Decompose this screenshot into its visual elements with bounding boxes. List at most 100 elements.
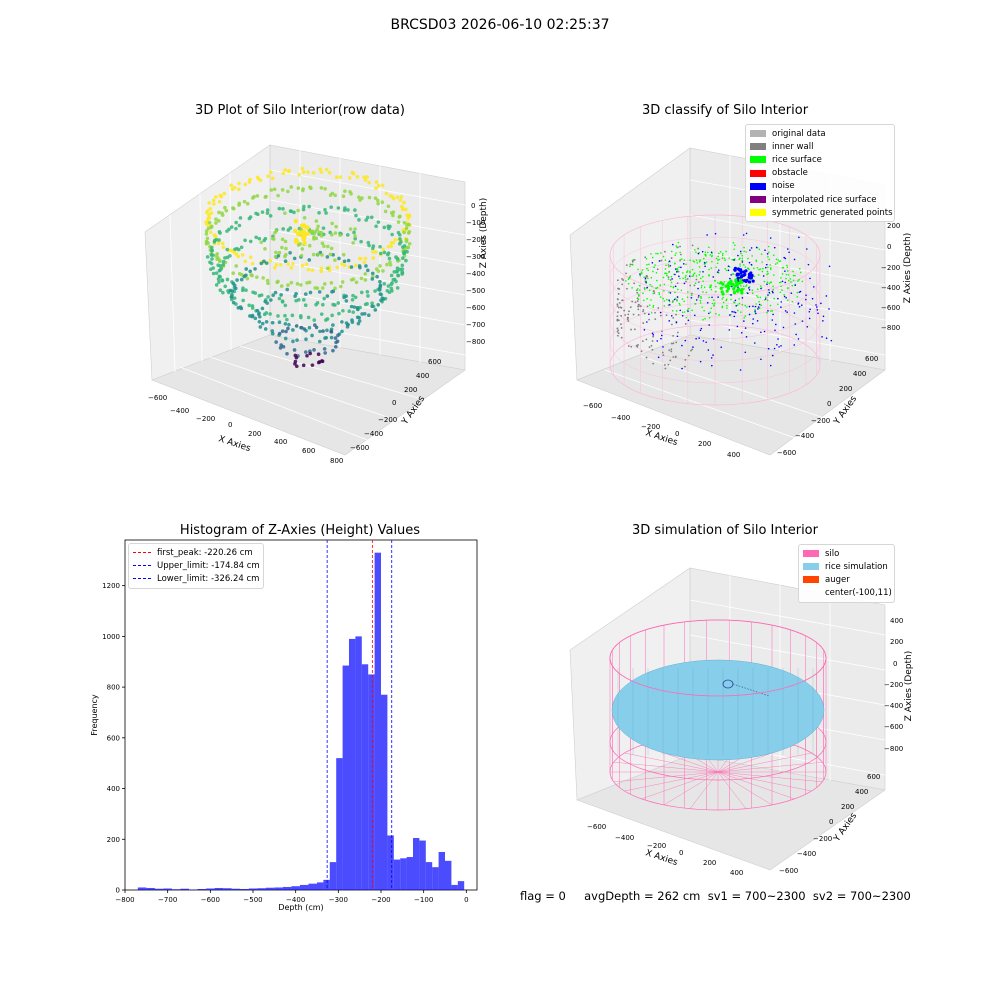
point [767, 347, 770, 350]
point [770, 267, 772, 269]
point [324, 167, 329, 172]
legend-swatch [750, 196, 766, 204]
point [351, 310, 356, 314]
point [623, 309, 626, 312]
point [808, 310, 811, 313]
point [334, 175, 339, 180]
plot1-ytick: −200 [378, 416, 397, 424]
point [731, 258, 734, 261]
point [703, 261, 706, 264]
point [692, 260, 695, 262]
point [746, 306, 748, 308]
point [663, 290, 665, 292]
point [648, 289, 651, 292]
point [670, 250, 673, 253]
histogram-bar [432, 867, 439, 890]
point [709, 285, 711, 287]
point [665, 314, 668, 317]
point [801, 280, 804, 283]
point [231, 281, 236, 286]
point [277, 250, 282, 255]
point [674, 254, 677, 256]
point [402, 244, 407, 248]
plot4-xtick: −400 [615, 834, 634, 842]
point [675, 341, 678, 344]
point [796, 296, 799, 298]
point [787, 248, 789, 250]
point [255, 275, 259, 279]
point [652, 304, 655, 307]
point [627, 282, 630, 285]
point [283, 239, 288, 244]
point [622, 279, 625, 281]
histogram-bar [393, 859, 401, 890]
point [299, 283, 303, 287]
point [678, 266, 680, 269]
plot2-ztick: −800 [881, 324, 900, 332]
point [224, 208, 229, 213]
point [782, 326, 785, 329]
point [304, 337, 308, 342]
point [302, 204, 306, 209]
plot2-ztick: −600 [881, 304, 900, 312]
point [311, 171, 316, 175]
point [669, 279, 672, 281]
point [769, 304, 772, 307]
point [289, 209, 293, 214]
point [330, 232, 334, 237]
point [794, 284, 796, 286]
point [310, 229, 315, 234]
point [638, 289, 641, 291]
point [701, 250, 704, 253]
point [825, 295, 828, 297]
point [283, 313, 287, 318]
plot1-xtick: 200 [248, 430, 261, 438]
point [768, 291, 771, 294]
point [342, 208, 347, 212]
point [618, 288, 621, 290]
point [363, 302, 368, 307]
point [359, 239, 363, 244]
point [305, 281, 309, 285]
plot1-ztick: −200 [466, 236, 485, 244]
point [761, 270, 764, 273]
point [741, 259, 744, 262]
point [646, 305, 649, 308]
plot4-ytick: −400 [797, 850, 816, 858]
point [268, 259, 273, 263]
point [793, 344, 796, 346]
point [365, 175, 369, 179]
point [291, 328, 295, 332]
point [209, 261, 214, 266]
point [657, 252, 659, 255]
point [381, 247, 385, 252]
point [704, 318, 706, 320]
point [743, 279, 747, 283]
point [749, 271, 753, 275]
point [706, 301, 709, 304]
histogram-bar [214, 887, 224, 890]
point [679, 304, 681, 306]
point [340, 320, 344, 324]
point [335, 265, 340, 270]
point [755, 303, 757, 305]
point [235, 278, 239, 282]
point [208, 230, 213, 235]
point [247, 303, 251, 308]
point [654, 264, 656, 266]
point [670, 281, 673, 284]
point [211, 198, 216, 203]
point [656, 286, 659, 289]
point [627, 320, 630, 322]
point [721, 254, 724, 257]
point [694, 282, 697, 285]
point [253, 267, 257, 271]
point [730, 274, 732, 276]
point [717, 271, 719, 273]
point [674, 285, 677, 288]
point [299, 253, 304, 258]
point [809, 277, 811, 280]
point [385, 262, 389, 267]
point [294, 355, 299, 360]
histogram-ytick-label: 1200 [102, 582, 120, 590]
